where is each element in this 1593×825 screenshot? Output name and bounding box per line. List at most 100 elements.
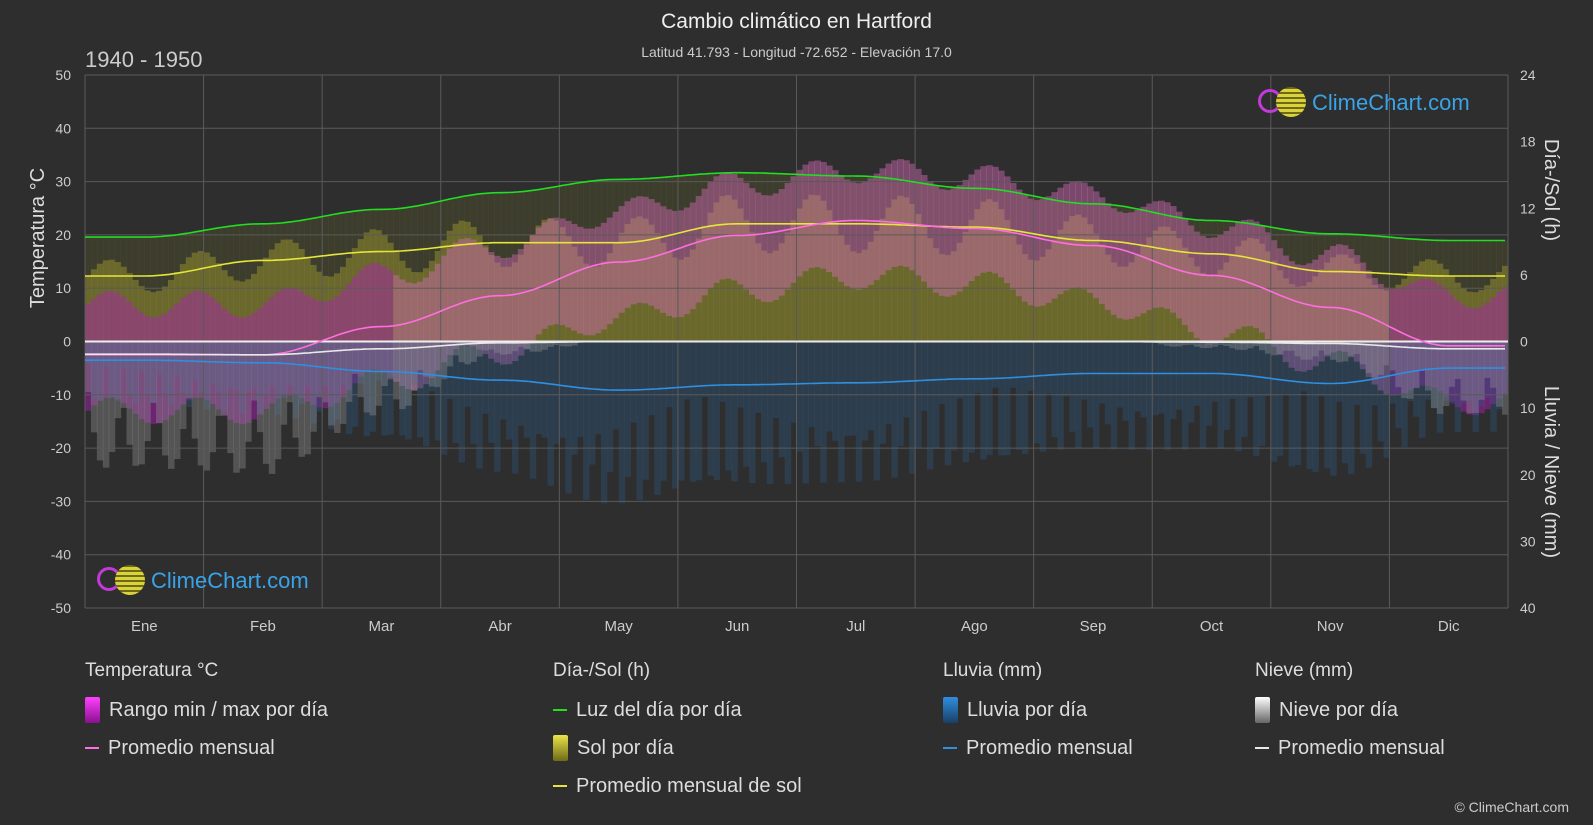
snow-band — [1359, 341, 1367, 365]
rain-band — [1164, 341, 1171, 451]
sun-band — [251, 273, 258, 342]
sun-band — [820, 200, 827, 342]
rain-band — [1442, 341, 1450, 401]
temp-range-band — [470, 239, 477, 347]
sun-band — [150, 292, 157, 342]
rain-band — [1484, 341, 1491, 398]
rain-band — [1063, 341, 1070, 397]
snow-band — [565, 341, 572, 347]
sun-band — [108, 259, 116, 342]
temp-range-band — [695, 195, 703, 303]
rain-band — [1460, 341, 1468, 404]
temp-range-band — [992, 166, 999, 274]
temp-range-band — [1223, 230, 1230, 338]
rain-band — [1087, 341, 1094, 428]
logo-text: ClimeChart.com — [151, 568, 309, 593]
rain-band — [594, 341, 602, 435]
copyright: © ClimeChart.com — [1454, 799, 1569, 815]
rain-band — [790, 341, 798, 423]
temp-range-band — [1258, 225, 1266, 333]
temp-range-band — [1377, 283, 1385, 391]
rain-band — [1051, 341, 1058, 438]
sun-band — [594, 266, 602, 342]
temp-range-band — [1371, 277, 1379, 385]
snow-band — [1193, 341, 1201, 347]
sun-band — [754, 243, 762, 342]
sun-band — [85, 275, 92, 342]
temp-range-band — [666, 209, 673, 316]
snow-band — [1312, 341, 1319, 357]
rain-band — [671, 341, 679, 489]
temp-range-band — [1081, 182, 1088, 290]
temp-range-band — [1235, 222, 1242, 330]
rain-band — [1235, 341, 1242, 452]
temp-range-band — [867, 178, 875, 285]
sun-band — [636, 216, 643, 342]
logo-text: ClimeChart.com — [1312, 90, 1470, 115]
daylight-band — [1472, 240, 1479, 342]
sun-band — [932, 248, 940, 342]
temp-range-band — [1389, 289, 1396, 396]
period-label: 1940 - 1950 — [85, 47, 203, 72]
rain-band — [903, 341, 910, 418]
snow-band — [1460, 341, 1468, 401]
snow-band — [1294, 341, 1302, 357]
temp-range-band — [683, 207, 691, 315]
rain-band — [677, 341, 685, 481]
rain-band — [1472, 341, 1479, 433]
temp-range-band — [743, 182, 750, 290]
sun-band — [1442, 269, 1450, 342]
rain-band — [891, 341, 898, 478]
sun-band — [144, 290, 151, 342]
snow-band — [108, 341, 116, 453]
range-swatch — [85, 697, 100, 723]
sun-band — [1401, 278, 1408, 342]
daylight-band — [144, 237, 151, 342]
rain-band — [873, 341, 881, 481]
temp-range-band — [417, 281, 424, 389]
snow-band — [375, 341, 383, 406]
snow-band — [1389, 341, 1396, 371]
snow-band — [1424, 341, 1432, 391]
daylight-band — [594, 180, 602, 342]
rain-band — [179, 341, 187, 393]
rain-band — [1490, 341, 1497, 432]
snow-band — [245, 341, 252, 442]
sun-band — [1087, 224, 1094, 342]
sun-band — [926, 238, 934, 342]
sun-band — [944, 255, 952, 342]
snow-band — [1347, 341, 1355, 358]
temp-range-band — [1057, 187, 1064, 295]
sun-band — [1199, 272, 1207, 342]
rain-band — [974, 341, 981, 394]
rain-band — [1336, 341, 1343, 402]
temp-range-band — [227, 313, 234, 420]
snow-band — [434, 341, 442, 388]
temp-range-band — [826, 165, 833, 273]
snow-band — [209, 341, 217, 453]
temp-range-band — [322, 301, 329, 409]
sun-band — [245, 279, 252, 342]
rain-band — [1211, 341, 1219, 402]
daylight-band — [600, 179, 608, 342]
rain-band — [1389, 341, 1396, 404]
rain-band — [452, 341, 460, 444]
legend-item-label: Lluvia por día — [967, 698, 1088, 721]
sun-band — [671, 257, 679, 342]
temp-range-band — [725, 172, 732, 279]
rain-band — [743, 341, 750, 467]
sun-band — [328, 276, 335, 342]
temp-range-band — [1466, 307, 1474, 415]
temp-range-band — [956, 184, 964, 292]
temp-range-band — [559, 218, 566, 326]
temp-range-band — [197, 291, 205, 398]
temp-range-band — [511, 254, 519, 362]
temp-range-band — [434, 263, 442, 371]
temp-range-band — [553, 217, 560, 325]
temp-range-band — [1359, 262, 1367, 370]
snow-band — [1442, 341, 1450, 406]
sun-band — [1235, 246, 1242, 342]
sun-band — [612, 243, 620, 342]
snow-avg-swatch — [1255, 747, 1269, 749]
rain-band — [832, 341, 839, 441]
